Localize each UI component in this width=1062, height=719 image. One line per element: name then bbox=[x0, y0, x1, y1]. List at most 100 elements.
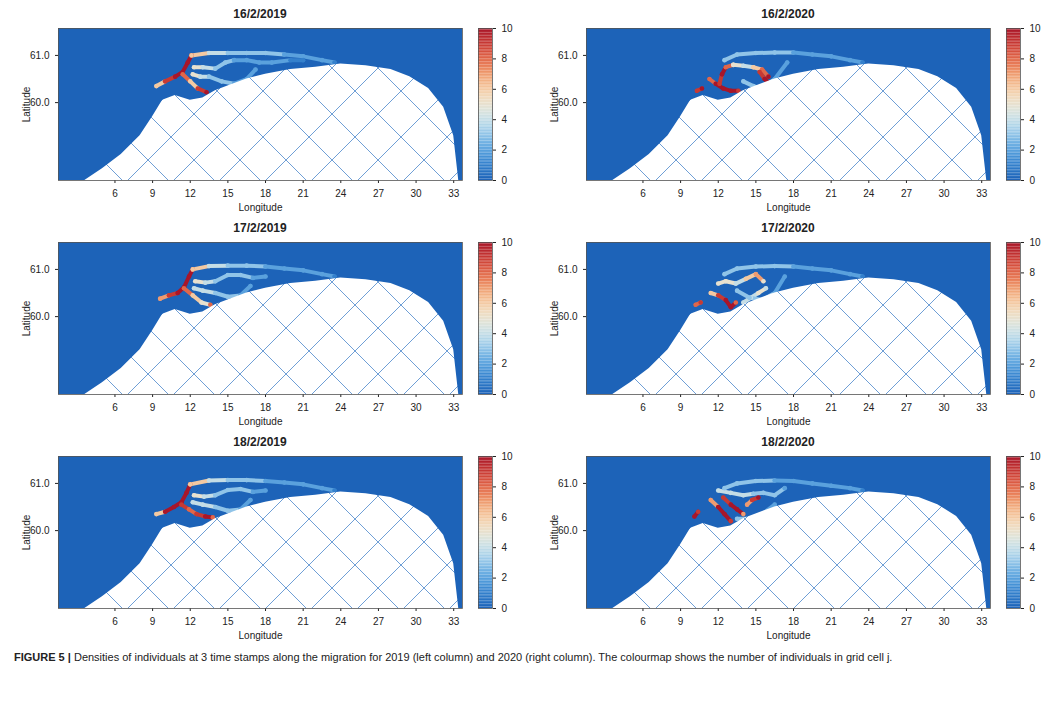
svg-text:30: 30 bbox=[939, 616, 951, 627]
svg-text:33: 33 bbox=[976, 188, 988, 199]
svg-text:30: 30 bbox=[411, 616, 423, 627]
svg-text:6: 6 bbox=[112, 402, 118, 413]
svg-text:12: 12 bbox=[185, 616, 197, 627]
svg-text:8: 8 bbox=[1030, 267, 1036, 278]
svg-text:2: 2 bbox=[1030, 572, 1036, 583]
svg-text:18: 18 bbox=[788, 402, 800, 413]
svg-text:12: 12 bbox=[713, 402, 725, 413]
svg-text:33: 33 bbox=[448, 188, 460, 199]
svg-text:21: 21 bbox=[298, 402, 310, 413]
svg-text:27: 27 bbox=[901, 616, 913, 627]
svg-text:9: 9 bbox=[678, 616, 684, 627]
svg-text:10: 10 bbox=[1030, 23, 1042, 34]
svg-text:15: 15 bbox=[222, 616, 234, 627]
svg-text:4: 4 bbox=[502, 114, 508, 125]
svg-text:0: 0 bbox=[502, 175, 508, 186]
svg-text:30: 30 bbox=[939, 188, 951, 199]
svg-text:60.0: 60.0 bbox=[30, 97, 50, 108]
svg-text:10: 10 bbox=[502, 23, 514, 34]
svg-text:10: 10 bbox=[1030, 451, 1042, 462]
svg-text:12: 12 bbox=[713, 616, 725, 627]
svg-text:6: 6 bbox=[1030, 84, 1036, 95]
svg-text:Latitude: Latitude bbox=[21, 86, 32, 122]
svg-text:30: 30 bbox=[939, 402, 951, 413]
svg-text:12: 12 bbox=[185, 402, 197, 413]
svg-text:27: 27 bbox=[901, 188, 913, 199]
svg-text:Longitude: Longitude bbox=[767, 416, 811, 427]
svg-text:15: 15 bbox=[222, 402, 234, 413]
svg-text:8: 8 bbox=[502, 481, 508, 492]
svg-text:21: 21 bbox=[298, 616, 310, 627]
svg-text:24: 24 bbox=[335, 402, 347, 413]
svg-text:27: 27 bbox=[373, 402, 385, 413]
svg-text:61.0: 61.0 bbox=[30, 478, 50, 489]
svg-text:8: 8 bbox=[1030, 53, 1036, 64]
svg-text:9: 9 bbox=[150, 402, 156, 413]
svg-text:21: 21 bbox=[826, 402, 838, 413]
svg-text:33: 33 bbox=[448, 616, 460, 627]
svg-text:15: 15 bbox=[222, 188, 234, 199]
svg-text:4: 4 bbox=[502, 542, 508, 553]
svg-text:12: 12 bbox=[713, 188, 725, 199]
svg-text:18: 18 bbox=[788, 616, 800, 627]
svg-text:24: 24 bbox=[335, 188, 347, 199]
svg-text:4: 4 bbox=[1030, 114, 1036, 125]
svg-text:0: 0 bbox=[502, 389, 508, 400]
svg-text:0: 0 bbox=[1030, 389, 1036, 400]
svg-text:9: 9 bbox=[678, 402, 684, 413]
svg-text:18: 18 bbox=[260, 188, 272, 199]
svg-text:21: 21 bbox=[826, 188, 838, 199]
svg-text:10: 10 bbox=[502, 451, 514, 462]
svg-text:Longitude: Longitude bbox=[239, 416, 283, 427]
svg-text:Latitude: Latitude bbox=[21, 300, 32, 336]
svg-text:60.0: 60.0 bbox=[30, 311, 50, 322]
svg-text:8: 8 bbox=[502, 53, 508, 64]
svg-text:33: 33 bbox=[976, 402, 988, 413]
svg-text:24: 24 bbox=[335, 616, 347, 627]
svg-text:6: 6 bbox=[640, 188, 646, 199]
svg-text:18: 18 bbox=[260, 616, 272, 627]
svg-text:60.0: 60.0 bbox=[558, 97, 578, 108]
svg-text:6: 6 bbox=[640, 616, 646, 627]
svg-text:6: 6 bbox=[502, 298, 508, 309]
svg-text:Latitude: Latitude bbox=[549, 86, 560, 122]
svg-text:2: 2 bbox=[502, 572, 508, 583]
svg-text:6: 6 bbox=[112, 616, 118, 627]
svg-text:4: 4 bbox=[1030, 542, 1036, 553]
svg-text:Longitude: Longitude bbox=[767, 630, 811, 641]
svg-text:4: 4 bbox=[502, 328, 508, 339]
svg-text:4: 4 bbox=[1030, 328, 1036, 339]
svg-text:12: 12 bbox=[185, 188, 197, 199]
svg-text:15: 15 bbox=[750, 402, 762, 413]
svg-text:Longitude: Longitude bbox=[239, 630, 283, 641]
svg-text:33: 33 bbox=[976, 616, 988, 627]
svg-text:0: 0 bbox=[502, 603, 508, 614]
svg-text:21: 21 bbox=[826, 616, 838, 627]
svg-text:6: 6 bbox=[1030, 512, 1036, 523]
svg-text:30: 30 bbox=[411, 188, 423, 199]
svg-text:Latitude: Latitude bbox=[549, 300, 560, 336]
svg-text:60.0: 60.0 bbox=[558, 311, 578, 322]
svg-text:0: 0 bbox=[1030, 603, 1036, 614]
svg-text:60.0: 60.0 bbox=[558, 525, 578, 536]
svg-text:33: 33 bbox=[448, 402, 460, 413]
svg-text:0: 0 bbox=[1030, 175, 1036, 186]
svg-text:6: 6 bbox=[502, 512, 508, 523]
svg-text:8: 8 bbox=[502, 267, 508, 278]
svg-text:9: 9 bbox=[678, 188, 684, 199]
svg-text:27: 27 bbox=[373, 188, 385, 199]
svg-text:61.0: 61.0 bbox=[558, 478, 578, 489]
svg-text:61.0: 61.0 bbox=[558, 50, 578, 61]
svg-text:24: 24 bbox=[863, 616, 875, 627]
svg-text:6: 6 bbox=[112, 188, 118, 199]
svg-text:8: 8 bbox=[1030, 481, 1036, 492]
svg-text:Longitude: Longitude bbox=[767, 202, 811, 213]
svg-text:61.0: 61.0 bbox=[30, 50, 50, 61]
svg-text:Longitude: Longitude bbox=[239, 202, 283, 213]
svg-text:21: 21 bbox=[298, 188, 310, 199]
svg-text:Latitude: Latitude bbox=[549, 514, 560, 550]
svg-text:9: 9 bbox=[150, 188, 156, 199]
svg-text:15: 15 bbox=[750, 188, 762, 199]
svg-text:2: 2 bbox=[502, 358, 508, 369]
svg-text:9: 9 bbox=[150, 616, 156, 627]
